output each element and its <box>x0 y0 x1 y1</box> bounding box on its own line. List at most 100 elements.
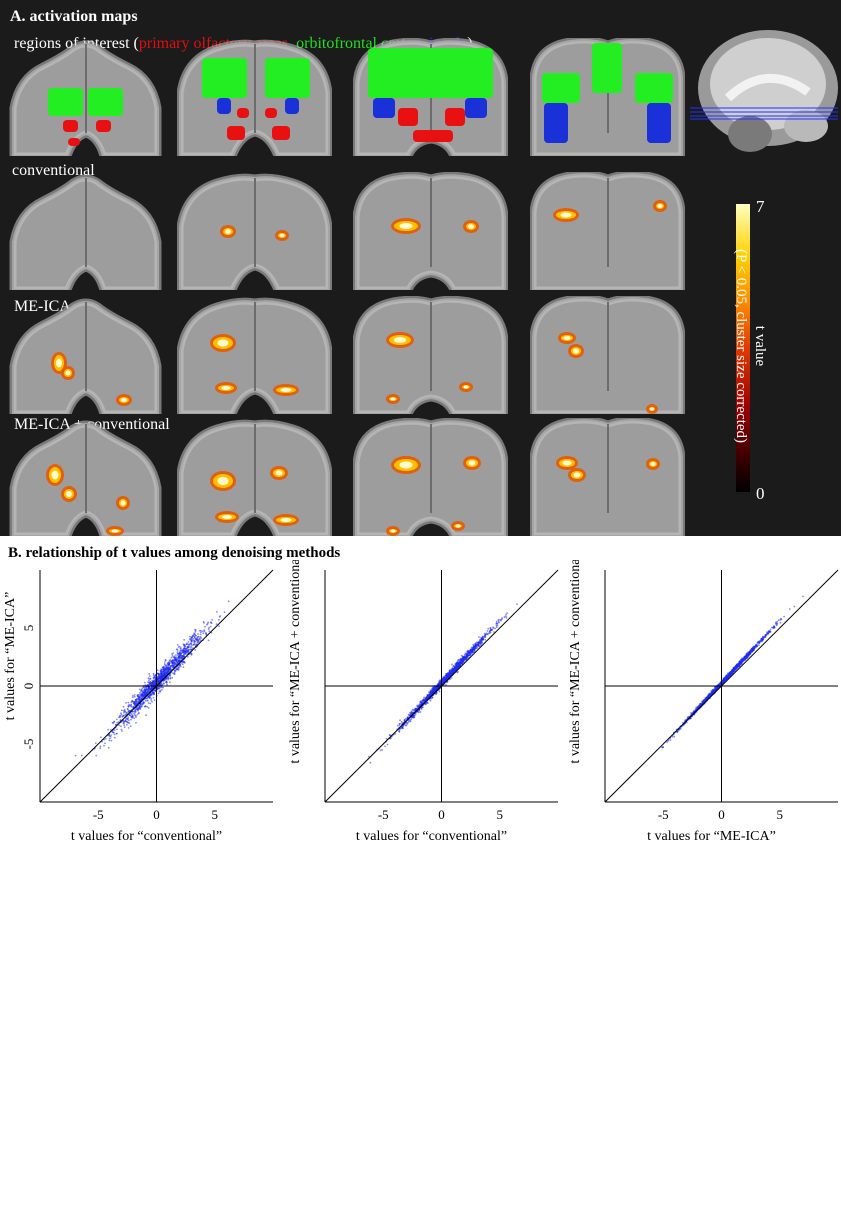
data-point <box>179 650 181 653</box>
data-point <box>183 651 186 654</box>
data-point <box>198 638 201 641</box>
data-point <box>135 721 137 724</box>
data-point <box>209 625 212 628</box>
data-point <box>725 677 727 679</box>
data-point <box>756 643 759 645</box>
data-point <box>133 717 136 720</box>
data-point <box>120 713 123 716</box>
data-point <box>458 661 461 664</box>
data-point <box>764 634 767 637</box>
data-point <box>180 647 182 649</box>
data-point <box>153 675 156 678</box>
data-point <box>186 647 189 650</box>
data-point <box>211 618 214 621</box>
data-point <box>160 677 163 679</box>
data-point <box>174 669 177 672</box>
x-tick-label: 0 <box>153 807 160 822</box>
data-point <box>147 702 150 704</box>
data-point <box>451 663 453 666</box>
data-point <box>125 702 127 704</box>
data-point <box>156 669 159 672</box>
data-point <box>408 715 411 717</box>
scatter-plot-3: -5 0 5t values for “ME-ICA” t values for “M… <box>568 560 839 844</box>
data-point <box>169 668 172 671</box>
data-point <box>136 709 139 711</box>
data-point <box>178 652 181 655</box>
data-point <box>761 638 763 641</box>
data-point <box>760 640 762 643</box>
data-point <box>160 686 163 689</box>
data-point <box>141 703 143 706</box>
data-point <box>143 705 146 708</box>
brain-slice <box>8 38 163 156</box>
x-axis-label: t values for “ME-ICA” <box>647 829 776 844</box>
data-point <box>131 713 133 716</box>
data-point <box>199 639 202 642</box>
data-point <box>107 728 109 731</box>
data-point <box>200 629 203 632</box>
data-point <box>399 719 401 722</box>
data-point <box>146 705 149 708</box>
data-point <box>175 660 178 663</box>
data-point <box>143 701 146 704</box>
data-point <box>466 654 469 656</box>
data-point <box>473 645 475 648</box>
data-point <box>471 651 474 654</box>
data-point <box>148 675 151 677</box>
data-point <box>174 657 177 660</box>
data-point <box>769 630 772 633</box>
data-point <box>732 668 735 671</box>
data-point <box>122 709 125 712</box>
panel-a-title: A. activation maps <box>10 8 138 25</box>
data-point <box>163 665 165 668</box>
data-point <box>666 741 669 744</box>
data-point <box>434 687 437 690</box>
data-point <box>144 688 147 691</box>
data-point <box>172 659 175 662</box>
data-point <box>169 677 172 680</box>
data-point <box>152 677 155 680</box>
data-point <box>455 664 458 667</box>
data-point <box>431 688 433 690</box>
data-point <box>458 663 461 666</box>
data-point <box>130 718 132 721</box>
data-point <box>111 721 114 724</box>
data-point <box>134 711 137 714</box>
data-point <box>764 636 767 638</box>
data-point <box>103 738 105 741</box>
data-point <box>424 699 426 701</box>
data-point <box>450 677 453 679</box>
data-point <box>199 633 202 636</box>
panel-a-activation-maps: A. activation maps regions of interest (… <box>0 0 841 536</box>
data-point <box>134 714 136 717</box>
data-point <box>144 700 147 702</box>
data-point <box>456 671 459 674</box>
data-point <box>783 615 785 618</box>
brain-slice <box>530 172 685 290</box>
data-point <box>180 662 183 664</box>
data-point <box>131 699 133 702</box>
data-point <box>178 645 181 648</box>
data-point <box>457 659 460 662</box>
data-point <box>118 724 120 727</box>
data-point <box>442 680 445 682</box>
data-point <box>190 645 192 648</box>
data-point <box>450 673 452 675</box>
data-point <box>197 635 200 638</box>
data-point <box>455 666 458 669</box>
data-point <box>779 621 782 624</box>
data-point <box>135 716 137 719</box>
data-point <box>194 630 197 633</box>
data-point <box>746 657 748 660</box>
data-point <box>403 719 406 721</box>
data-point <box>181 649 184 651</box>
data-point <box>74 754 77 757</box>
data-point <box>108 734 110 736</box>
y-tick-label: 5 <box>21 625 36 632</box>
data-point <box>157 676 160 679</box>
data-point <box>120 725 122 728</box>
data-point <box>385 737 388 740</box>
data-point <box>454 668 457 671</box>
data-point <box>99 747 102 750</box>
data-point <box>750 650 753 652</box>
